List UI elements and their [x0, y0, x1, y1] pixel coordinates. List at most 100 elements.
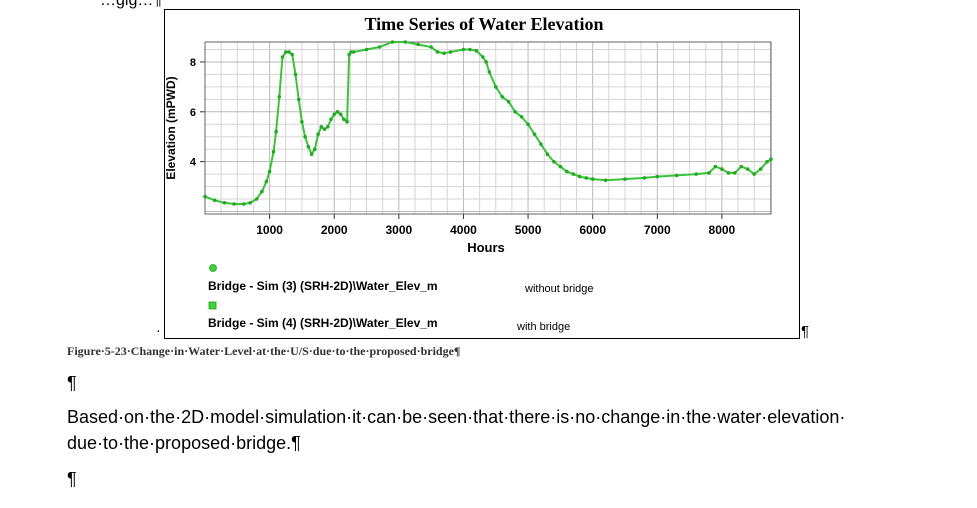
data-point: [296, 97, 301, 102]
y-axis-label: Elevation (mPWD): [165, 76, 178, 179]
data-point: [435, 50, 440, 54]
plot-frame: [204, 41, 772, 215]
data-point: [248, 201, 252, 205]
data-point: [222, 201, 227, 205]
data-point: [603, 178, 608, 183]
legend-marker-square: [208, 301, 217, 310]
data-point: [264, 179, 269, 184]
legend-marker-circle: [209, 264, 217, 272]
data-point: [571, 172, 576, 176]
legend-label-sim3: Bridge - Sim (3) (SRH-2D)\Water_Elev_m: [208, 279, 438, 293]
data-point: [254, 197, 259, 201]
data-point: [284, 50, 288, 54]
data-point: [500, 95, 505, 99]
data-point: [720, 167, 724, 171]
data-point: [577, 174, 582, 179]
data-point: [484, 60, 488, 64]
data-point: [267, 169, 272, 174]
data-point: [539, 142, 543, 146]
data-point: [487, 70, 492, 74]
data-point: [390, 40, 395, 44]
data-point: [552, 159, 556, 164]
data-point: [309, 152, 314, 156]
data-point: [329, 117, 333, 122]
series-markers: [203, 40, 773, 206]
data-point: [280, 55, 285, 59]
x-tick-label: 5000: [515, 223, 542, 237]
data-point: [565, 169, 569, 174]
x-tick-label: 7000: [644, 223, 671, 237]
data-point: [290, 52, 294, 57]
data-point: [203, 194, 207, 199]
data-point: [335, 110, 340, 114]
data-point: [306, 144, 311, 149]
data-point: [242, 202, 246, 206]
data-point: [271, 149, 276, 154]
body-paragraph[interactable]: Based·on·the·2D·model·simulation·it·can·…: [67, 407, 846, 453]
data-point: [319, 125, 324, 129]
data-point: [313, 147, 317, 151]
empty-paragraph[interactable]: ¶: [67, 469, 77, 489]
y-axis-ticks: 4 6 8: [190, 57, 205, 169]
clipped-previous-line: …gig…¶: [100, 0, 162, 9]
grid-lines: [205, 42, 771, 214]
data-point: [519, 115, 524, 119]
data-point: [655, 174, 660, 179]
data-point: [765, 159, 769, 164]
data-point: [526, 122, 530, 127]
data-point: [739, 164, 744, 169]
x-tick-label: 4000: [450, 223, 477, 237]
data-point: [448, 50, 453, 54]
chart-figure[interactable]: Time Series of Water Elevation 4 6 8 1000 2…: [164, 9, 800, 339]
data-point: [584, 176, 588, 180]
data-point: [481, 55, 485, 59]
data-point: [342, 117, 346, 122]
data-point: [674, 173, 679, 178]
data-point: [726, 171, 731, 175]
data-point: [377, 45, 382, 49]
data-point: [287, 50, 291, 54]
x-tick-label: 8000: [709, 223, 736, 237]
data-point: [745, 167, 750, 171]
x-tick-label: 2000: [321, 223, 348, 237]
data-point: [468, 47, 472, 52]
data-point: [694, 172, 698, 176]
legend-label-sim4: Bridge - Sim (4) (SRH-2D)\Water_Elev_m: [208, 316, 438, 330]
data-point: [769, 157, 773, 161]
data-point: [332, 112, 336, 117]
data-point: [416, 42, 420, 47]
data-point: [513, 110, 517, 114]
data-point: [274, 129, 278, 134]
figure-end-pilcrow: ¶: [801, 323, 810, 340]
legend-note-with-bridge: with bridge: [516, 321, 570, 333]
data-point: [351, 50, 356, 54]
data-point: [293, 72, 298, 77]
data-point: [474, 48, 479, 53]
data-point: [316, 132, 320, 136]
data-point: [752, 172, 756, 176]
figure-caption: Figure·5-23·Change·in·Water·Level·at·the…: [67, 344, 461, 358]
data-point: [545, 152, 550, 156]
data-point: [713, 164, 718, 169]
data-point: [590, 177, 595, 181]
data-point: [300, 120, 304, 124]
data-point: [322, 127, 327, 131]
data-point: [758, 167, 763, 171]
y-tick-label: 6: [190, 107, 196, 119]
x-tick-label: 1000: [256, 223, 283, 237]
water-elevation-chart: Time Series of Water Elevation 4 6 8 1000 2…: [164, 14, 773, 333]
y-tick-label: 8: [190, 57, 196, 69]
x-tick-label: 3000: [385, 223, 412, 237]
empty-paragraph[interactable]: ¶: [67, 373, 77, 393]
data-point: [347, 52, 351, 57]
data-point: [429, 45, 433, 49]
data-point: [642, 176, 647, 180]
data-point: [364, 47, 369, 52]
data-point: [303, 134, 307, 139]
data-point: [506, 100, 511, 104]
data-point: [338, 112, 343, 117]
data-point: [461, 47, 466, 52]
data-point: [260, 189, 264, 194]
data-point: [494, 85, 498, 89]
data-point: [277, 95, 282, 99]
